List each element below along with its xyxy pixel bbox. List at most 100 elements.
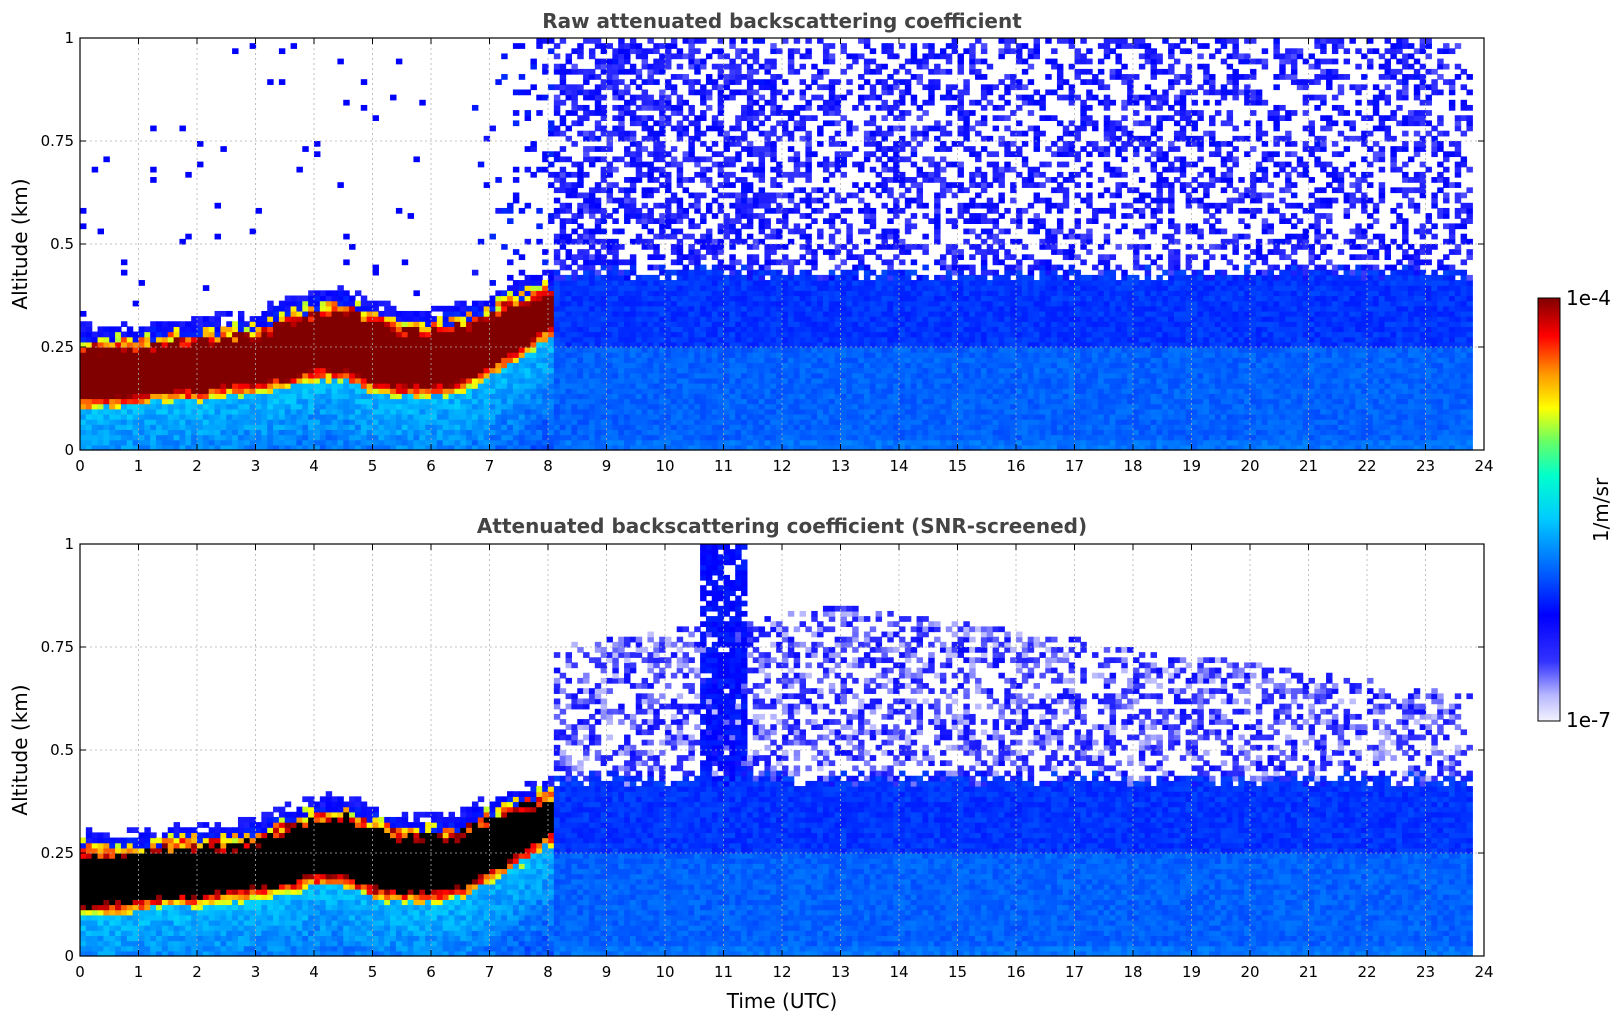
- heatmap-cell: [471, 444, 479, 451]
- heatmap-cell: [618, 444, 625, 451]
- heatmap-cell: [378, 352, 385, 358]
- heatmap-cell: [711, 84, 719, 91]
- heatmap-cell: [705, 207, 713, 214]
- heatmap-cell: [267, 424, 274, 430]
- heatmap-cell: [132, 419, 140, 425]
- heatmap-cell: [308, 398, 315, 405]
- heatmap-cell: [659, 53, 666, 60]
- heatmap-cell: [805, 249, 812, 255]
- heatmap-cell: [606, 377, 613, 384]
- heatmap-cell: [741, 48, 748, 55]
- heatmap-cell: [782, 434, 789, 441]
- heatmap-cell: [548, 316, 555, 322]
- heatmap-cell: [267, 321, 274, 327]
- heatmap-cell: [805, 171, 812, 178]
- heatmap-cell: [419, 388, 426, 394]
- heatmap-cell: [132, 444, 140, 451]
- heatmap-cell: [746, 434, 754, 441]
- heatmap-cell: [705, 434, 713, 441]
- heatmap-cell: [150, 444, 157, 451]
- heatmap-cell: [571, 444, 578, 451]
- heatmap-cell: [606, 244, 613, 250]
- heatmap-cell: [390, 331, 397, 338]
- heatmap-cell: [413, 357, 420, 364]
- heatmap-cell: [618, 310, 625, 317]
- heatmap-cell: [419, 331, 426, 338]
- heatmap-cell: [694, 403, 701, 410]
- heatmap-cell: [577, 388, 584, 394]
- heatmap-cell: [758, 151, 766, 158]
- heatmap-cell: [144, 377, 151, 384]
- heatmap-cell: [764, 357, 771, 364]
- heatmap-cell: [284, 408, 292, 415]
- heatmap-cell: [354, 429, 362, 436]
- heatmap-cell: [559, 429, 567, 436]
- heatmap-cell: [571, 228, 578, 235]
- heatmap-cell: [682, 130, 689, 137]
- heatmap-cell: [618, 156, 625, 163]
- heatmap-cell: [694, 295, 701, 302]
- heatmap-cell: [782, 444, 789, 451]
- heatmap-cell: [524, 377, 532, 384]
- heatmap-cell: [489, 439, 496, 446]
- heatmap-cell: [729, 429, 736, 436]
- heatmap-cell: [530, 58, 537, 65]
- heatmap-cell: [770, 357, 777, 364]
- heatmap-cell: [91, 357, 99, 364]
- heatmap-cell: [641, 352, 649, 358]
- heatmap-cell: [629, 187, 637, 194]
- heatmap-cell: [641, 362, 649, 369]
- heatmap-cell: [700, 424, 707, 430]
- heatmap-cell: [296, 372, 303, 379]
- heatmap-cell: [308, 367, 315, 374]
- heatmap-cell: [109, 362, 116, 369]
- heatmap-cell: [577, 393, 584, 400]
- heatmap-cell: [524, 352, 532, 358]
- heatmap-cell: [331, 305, 338, 312]
- heatmap-cell: [208, 413, 216, 420]
- heatmap-cell: [261, 316, 268, 322]
- heatmap-cell: [641, 419, 649, 425]
- heatmap-cell: [776, 316, 783, 322]
- heatmap-cell: [793, 295, 801, 302]
- heatmap-cell: [770, 398, 777, 405]
- heatmap-cell: [524, 413, 532, 420]
- heatmap-cell: [705, 372, 713, 379]
- heatmap-cell: [653, 254, 660, 261]
- heatmap-cell: [787, 48, 795, 55]
- heatmap-cell: [349, 434, 356, 441]
- heatmap-cell: [548, 171, 555, 178]
- heatmap-cell: [647, 244, 654, 250]
- heatmap-cell: [518, 305, 526, 312]
- heatmap-cell: [255, 321, 262, 327]
- heatmap-cell: [805, 156, 812, 163]
- heatmap-cell: [700, 244, 707, 250]
- heatmap-cell: [688, 259, 695, 266]
- heatmap-cell: [577, 326, 584, 333]
- heatmap-cell: [676, 377, 684, 384]
- heatmap-cell: [214, 408, 221, 415]
- heatmap-cell: [624, 398, 631, 405]
- heatmap-cell: [641, 53, 649, 60]
- heatmap-cell: [606, 285, 613, 291]
- heatmap-cell: [314, 305, 321, 312]
- heatmap-cell: [559, 444, 567, 451]
- heatmap-cell: [741, 336, 748, 343]
- heatmap-cell: [395, 429, 403, 436]
- heatmap-cell: [746, 182, 754, 188]
- heatmap-cell: [746, 408, 754, 415]
- heatmap-cell: [273, 305, 280, 312]
- heatmap-cell: [243, 444, 251, 451]
- heatmap-cell: [606, 398, 613, 405]
- heatmap-cell: [120, 336, 128, 343]
- heatmap-cell: [793, 408, 801, 415]
- heatmap-cell: [629, 141, 637, 147]
- heatmap-cell: [735, 125, 742, 132]
- heatmap-cell: [606, 192, 613, 199]
- heatmap-cell: [752, 419, 760, 425]
- heatmap-cell: [425, 419, 432, 425]
- heatmap-cell: [349, 336, 356, 343]
- heatmap-cell: [278, 79, 286, 85]
- heatmap-cell: [805, 444, 812, 451]
- heatmap-cell: [700, 336, 707, 343]
